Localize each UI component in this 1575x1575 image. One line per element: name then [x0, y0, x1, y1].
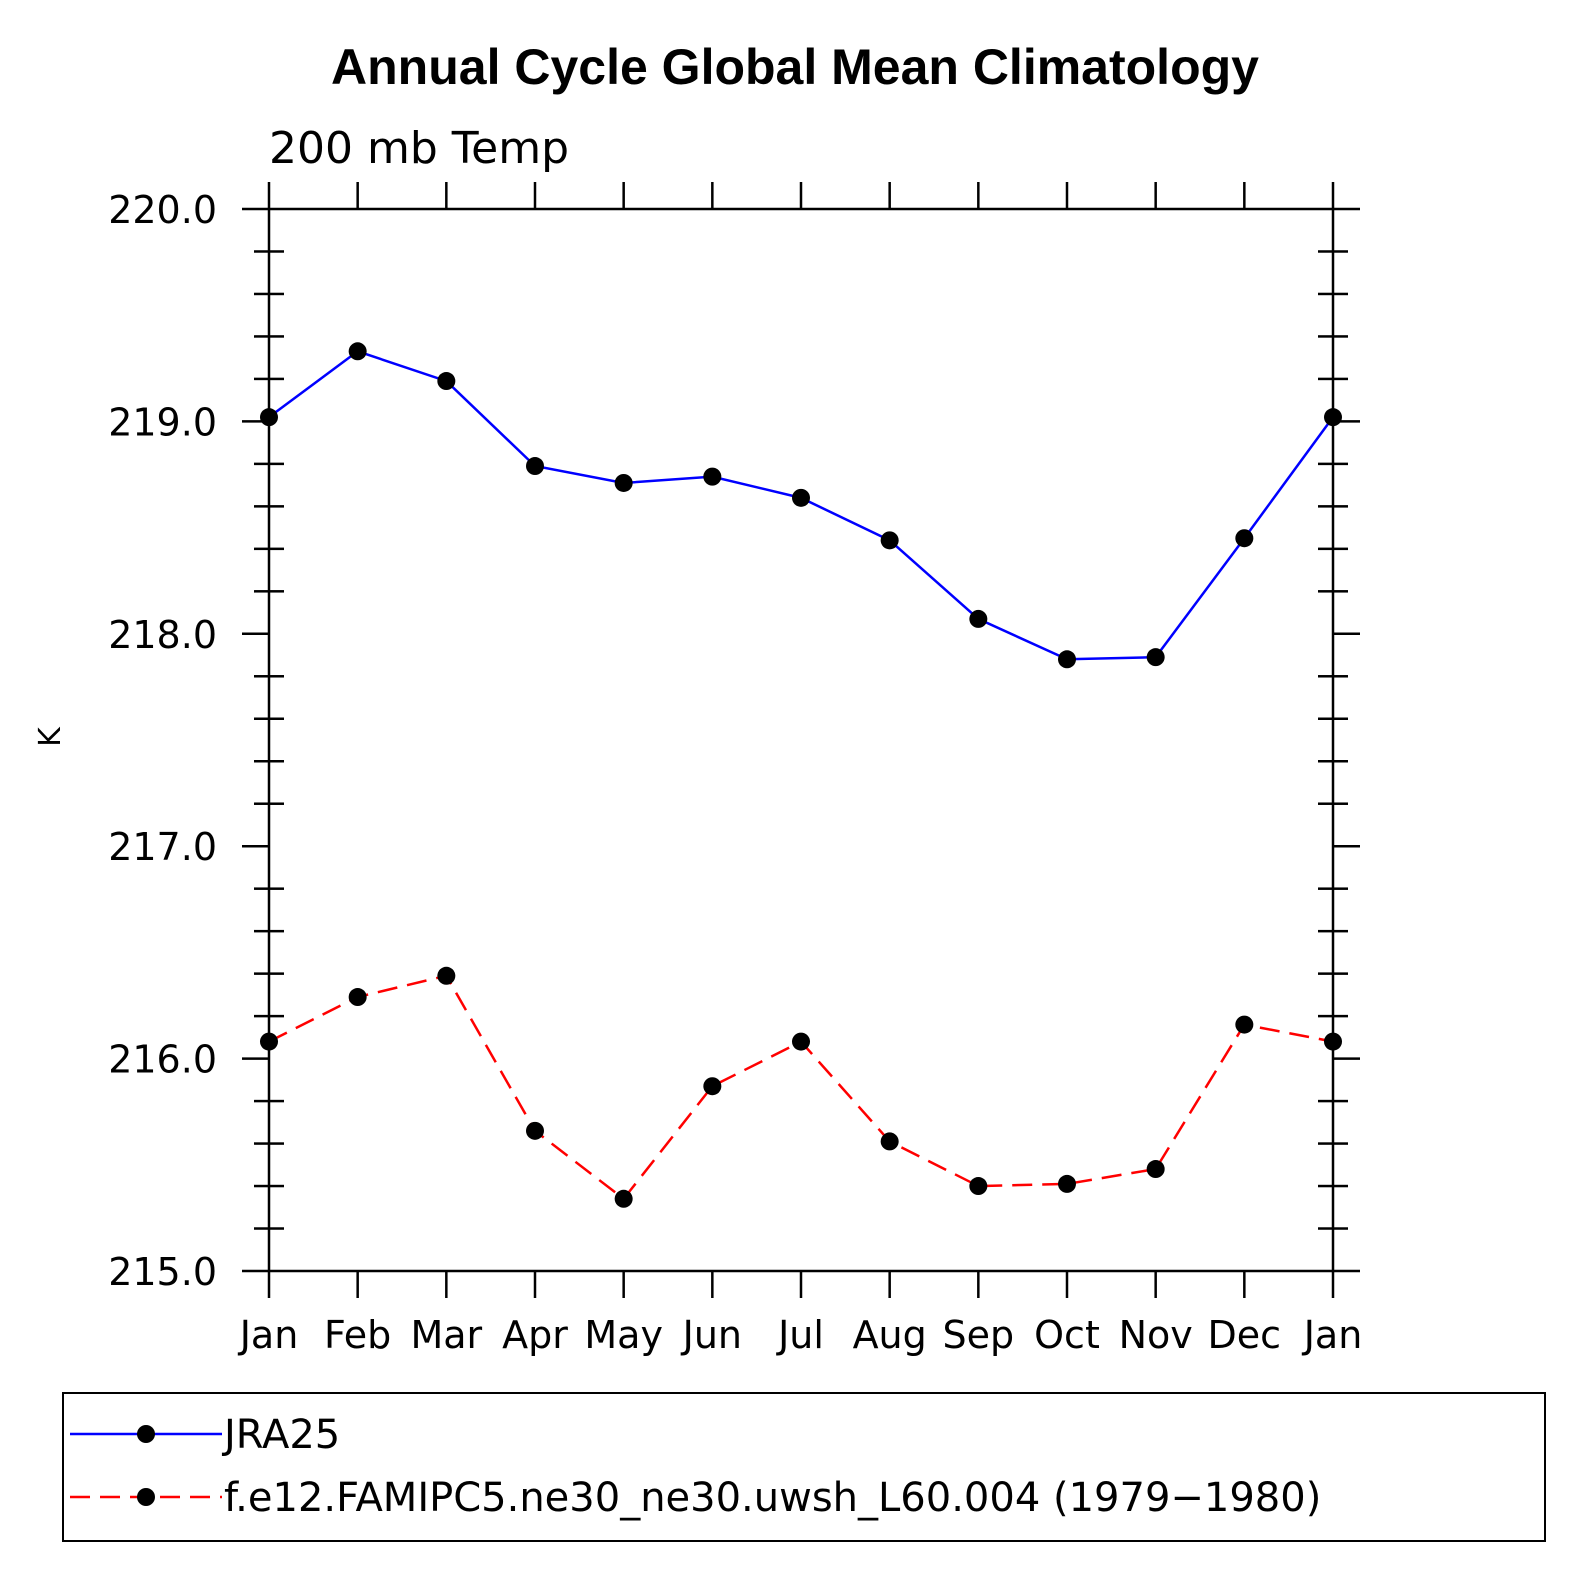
x-tick-label: Jan	[1302, 1313, 1363, 1357]
series-2-point	[1058, 1174, 1076, 1193]
x-tick-label: Jun	[681, 1313, 742, 1357]
legend-marker-series-2	[137, 1488, 155, 1506]
series-1-point	[880, 531, 899, 550]
x-tick-label: Nov	[1119, 1313, 1193, 1357]
x-tick-label: Aug	[853, 1313, 927, 1357]
series-1-point	[437, 372, 456, 391]
series-1-point	[1235, 529, 1254, 548]
y-tick-label: 215.0	[108, 1250, 217, 1294]
series-2-point	[437, 966, 456, 985]
x-tick-labels: Jan Feb Mar Apr May Jun Jul Aug Sep Oct Nov Dec Jan	[238, 1313, 1363, 1357]
x-tick-label: Apr	[502, 1313, 568, 1357]
series-line-2	[268, 974, 1334, 1201]
y-tick-label: 219.0	[108, 400, 217, 444]
x-tick-label: Mar	[410, 1313, 482, 1357]
legend-label-series-1: JRA25	[221, 1412, 340, 1458]
series-1-point	[526, 457, 544, 476]
series-1-point	[348, 342, 367, 361]
chart-subtitle: 200 mb Temp	[269, 123, 569, 174]
series-1-point	[703, 467, 722, 486]
series-2-point	[614, 1189, 633, 1208]
legend-label-series-2: f.e12.FAMIPC5.ne30_ne30.uwsh_L60.004 (19…	[224, 1475, 1321, 1521]
series-1-point	[792, 488, 810, 507]
y-tick-label: 216.0	[108, 1038, 217, 1082]
x-tick-label: Sep	[943, 1313, 1015, 1357]
legend-marker-series-1	[137, 1425, 155, 1443]
y-tick-label: 217.0	[108, 825, 217, 869]
legend: JRA25 f.e12.FAMIPC5.ne30_ne30.uwsh_L60.0…	[62, 1392, 1546, 1542]
series-2-point	[1235, 1015, 1254, 1034]
series-1-point	[969, 609, 988, 628]
series-2-point	[969, 1177, 988, 1196]
x-tick-label: Dec	[1208, 1313, 1282, 1357]
series-1-point	[614, 473, 633, 492]
y-tick-label: 218.0	[108, 613, 217, 657]
series-group	[260, 342, 1342, 1208]
series-2-point	[880, 1132, 899, 1151]
series-1-point	[1146, 648, 1165, 667]
y-tick-label: 220.0	[108, 188, 217, 232]
x-tick-label: Jan	[238, 1313, 299, 1357]
series-2-point	[1146, 1160, 1165, 1179]
chart-title: Annual Cycle Global Mean Climatology	[331, 39, 1259, 95]
series-2-point	[526, 1121, 544, 1140]
legend-box	[62, 1392, 1546, 1542]
x-tick-label: Jul	[776, 1313, 824, 1357]
x-tick-label: May	[584, 1313, 663, 1357]
series-1-point	[1058, 650, 1076, 669]
series-2-point	[703, 1077, 722, 1096]
x-tick-label: Oct	[1034, 1313, 1100, 1357]
axis-ticks	[242, 182, 1360, 1298]
y-axis-label: K	[33, 726, 68, 747]
plot-frame	[267, 207, 1335, 1273]
x-tick-label: Feb	[324, 1313, 391, 1357]
series-2-point	[792, 1032, 810, 1051]
y-tick-labels: 215.0 216.0 217.0 218.0 219.0 220.0	[108, 188, 217, 1294]
series-2-point	[348, 988, 367, 1007]
